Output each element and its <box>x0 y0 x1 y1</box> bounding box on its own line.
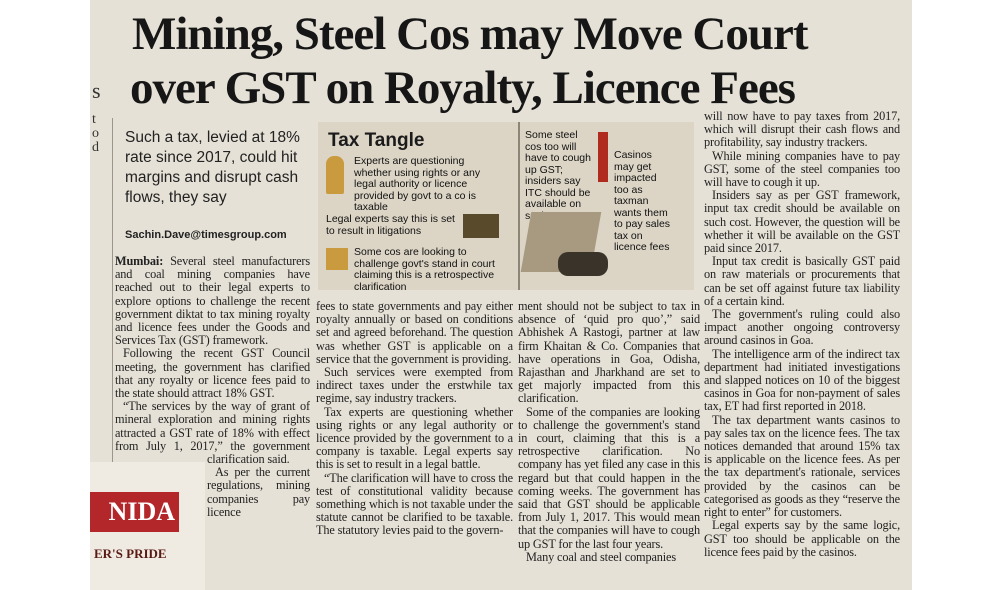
paragraph: Input tax credit is basically GST paid o… <box>704 255 900 308</box>
headline: over GST on Royalty, Licence Fees <box>130 62 796 114</box>
paragraph: fees to state governments and pay either… <box>316 300 513 366</box>
paragraph-text: “The services by the way of grant of min… <box>115 399 310 467</box>
paragraph: As per the current regulations, mining c… <box>115 466 310 519</box>
paragraph-text: Following the recent GST Council meeting… <box>115 346 310 401</box>
paragraph: Following the recent GST Council meeting… <box>115 347 310 400</box>
paragraph-text: “The clarification will have to cross th… <box>316 470 513 538</box>
dateline: Mumbai: <box>115 255 164 268</box>
paragraph-text: Input tax credit is basically GST paid o… <box>704 254 900 308</box>
column: ment should not be subject to tax in abs… <box>518 300 700 588</box>
advert-brand: NIDA <box>90 492 179 532</box>
paragraph: “The clarification will have to cross th… <box>316 470 513 538</box>
paragraph-text: The tax department wants casinos to pay … <box>704 412 900 520</box>
paragraph: Tax experts are questioning whether usin… <box>316 404 513 472</box>
paragraph-text: As per the current regulations, mining c… <box>207 465 310 519</box>
graphic-title: Tax Tangle <box>328 130 425 151</box>
paragraph-text: fees to state governments and pay either… <box>316 300 513 366</box>
column: Mumbai: Several steel manufacturers and … <box>115 255 310 588</box>
advert-tagline: ER'S PRIDE <box>94 546 167 561</box>
column: fees to state governments and pay either… <box>316 300 513 588</box>
edge-letter: t <box>92 112 96 127</box>
illustration <box>558 252 608 276</box>
graphic-text: Some cos are looking to challenge govt's… <box>354 246 495 293</box>
byline: Sachin.Dave@timesgroup.com <box>125 229 287 241</box>
paragraph: “The services by the way of grant of min… <box>115 400 310 466</box>
paragraph-text: Tax experts are questioning whether usin… <box>316 404 513 472</box>
icon <box>598 132 608 182</box>
paragraph: Such services were exempted from indirec… <box>316 365 513 406</box>
rule <box>518 122 520 290</box>
paragraph: The government's ruling could also impac… <box>704 307 900 348</box>
graphic-text: Casinos may get impacted too as taxman w… <box>614 149 671 253</box>
graphic-text: Some steel cos too will have to cough up… <box>525 129 591 221</box>
paragraph: Many coal and steel companies <box>518 549 700 564</box>
edge-letter: d <box>92 140 99 155</box>
paragraph: While mining companies have to pay GST, … <box>704 148 900 190</box>
paragraph-text: The intelligence arm of the indirect tax… <box>704 346 900 414</box>
graphic-text: Experts are questioning whether using ri… <box>354 155 481 213</box>
edge-letter: o <box>92 126 99 141</box>
paragraph: Some of the companies are looking to cha… <box>518 404 700 551</box>
column: will now have to pay taxes from 2017, wh… <box>704 110 900 588</box>
paragraph-text: While mining companies have to pay GST, … <box>704 148 900 190</box>
paragraph-text: Some of the companies are looking to cha… <box>518 404 700 551</box>
icon <box>463 214 499 238</box>
paragraph-text: The government's ruling could also impac… <box>704 307 900 348</box>
graphic: Tax Tangle Experts are questioning wheth… <box>318 122 694 293</box>
headline: Mining, Steel Cos may Move Court <box>132 8 809 60</box>
newspaper: Mining, Steel Cos may Move Court over GS… <box>90 0 912 590</box>
paragraph-text: ment should not be subject to tax in abs… <box>518 300 700 406</box>
paragraph-text: Insiders say as per GST framework, input… <box>704 188 900 256</box>
rule <box>112 118 113 588</box>
paragraph: will now have to pay taxes from 2017, wh… <box>704 110 900 150</box>
advert: NIDA ER'S PRIDE <box>90 462 205 590</box>
paragraph: ment should not be subject to tax in abs… <box>518 300 700 406</box>
graphic-text: Legal experts say this is set to result … <box>326 213 455 237</box>
paragraph: The intelligence arm of the indirect tax… <box>704 346 900 414</box>
paragraph: The tax department wants casinos to pay … <box>704 412 900 520</box>
paragraph: Insiders say as per GST framework, input… <box>704 189 900 255</box>
paragraph: Mumbai: Several steel manufacturers and … <box>115 255 310 347</box>
edge-letter: s <box>92 78 101 103</box>
paragraph-text: Several steel manufacturers and coal min… <box>115 255 310 348</box>
paragraph-text: will now have to pay taxes from 2017, wh… <box>704 110 900 150</box>
paragraph-text: Such services were exempted from indirec… <box>316 365 513 406</box>
paragraph-text: Legal experts say by the same logic, GST… <box>704 518 900 559</box>
icon <box>326 248 348 270</box>
icon <box>326 156 344 194</box>
paragraph-text: Many coal and steel companies <box>526 549 676 564</box>
deck: Such a tax, levied at 18% rate since 201… <box>125 129 300 206</box>
paragraph: Legal experts say by the same logic, GST… <box>704 519 900 559</box>
